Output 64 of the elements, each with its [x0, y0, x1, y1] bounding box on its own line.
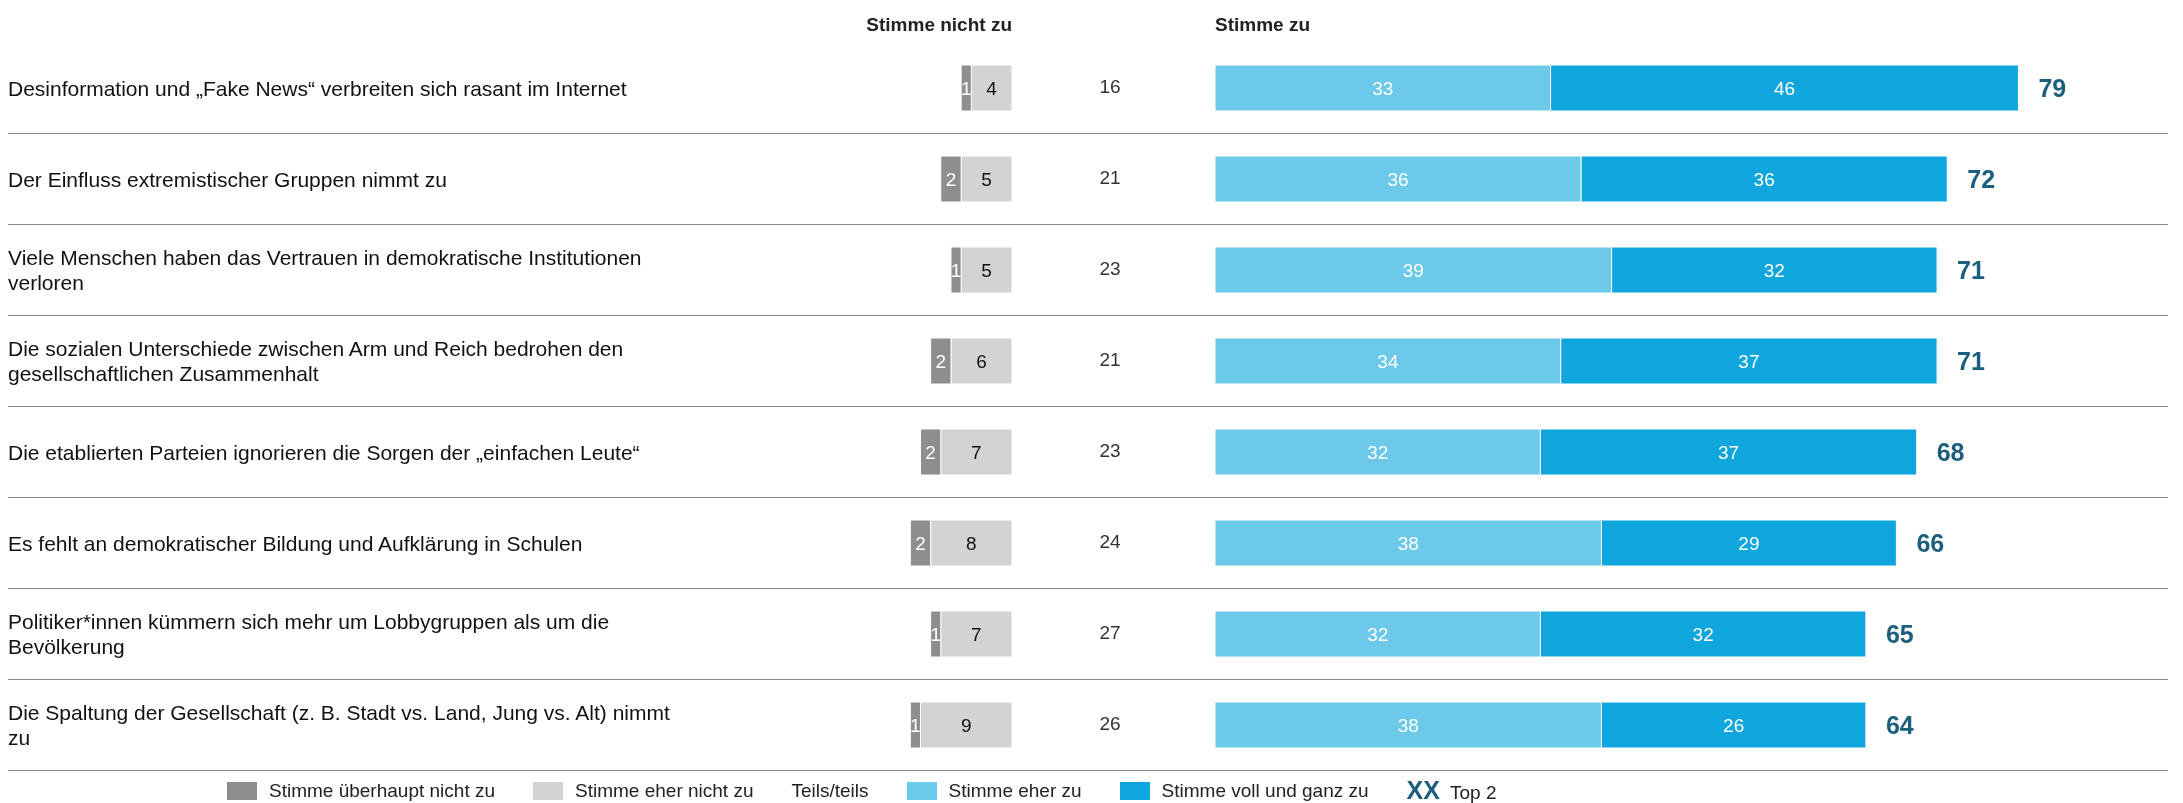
total-label: 68: [1936, 438, 1965, 466]
data-label: 1: [960, 77, 972, 99]
total-label: 71: [1957, 256, 1985, 284]
legend-label: Stimme eher nicht zu: [575, 779, 754, 802]
legend-label: Stimme eher zu: [948, 779, 1082, 802]
data-label: 38: [1397, 714, 1419, 736]
data-label: 32: [1367, 441, 1389, 463]
data-label: 6: [976, 350, 987, 372]
data-label: 8: [966, 532, 977, 554]
y-tick-label: Politiker*innen kümmern sich mehr um Lobbygruppen als um die Bevölkerung: [8, 609, 610, 658]
data-label: 24: [1098, 530, 1122, 553]
data-label: 9: [960, 714, 972, 736]
data-label: 5: [981, 168, 992, 190]
text: Stimme nicht zu: [866, 14, 1012, 36]
data-label: 21: [1098, 166, 1122, 189]
data-label: 36: [1387, 168, 1409, 190]
data-label: 26: [1098, 712, 1122, 735]
data-label: 33: [1372, 77, 1394, 99]
data-label: 23: [1098, 439, 1122, 462]
legend-label: Stimme überhaupt nicht zu: [269, 779, 496, 802]
data-label: 37: [1718, 441, 1740, 463]
data-label: 26: [1723, 714, 1745, 736]
text: Teils/teils: [791, 779, 869, 802]
data-label: 7: [971, 441, 982, 463]
data-label: 16: [1098, 75, 1122, 98]
data-label: 7: [971, 623, 982, 645]
data-label: 46: [1773, 77, 1796, 99]
data-label: 2: [935, 350, 947, 372]
data-label: 38: [1397, 532, 1419, 554]
data-label: 36: [1753, 168, 1775, 190]
data-label: 1: [930, 623, 942, 645]
data-label: 27: [1098, 621, 1122, 644]
y-tick-label: Die Spaltung der Gesellschaft (z. B. Stadt vs. Land, Jung vs. Alt) nimmt zu: [8, 700, 670, 749]
data-label: 2: [915, 532, 926, 554]
y-tick-label: Viele Menschen haben das Vertrauen in demokratische Institutionen verloren: [8, 245, 642, 294]
y-tick-label: Desinformation und „Fake News“ verbreiten sich rasant im Internet: [8, 76, 627, 99]
data-label: 29: [1738, 532, 1760, 554]
data-label: 5: [981, 259, 992, 281]
data-label: 37: [1738, 350, 1760, 372]
data-label: 2: [925, 441, 936, 463]
y-tick-label: Die etablierten Parteien ignorieren die Sorgen der „einfachen Leute“: [8, 440, 640, 463]
y-tick-label: Es fehlt an demokratischer Bildung und Aufklärung in Schulen: [8, 531, 583, 554]
total-label: 65: [1885, 620, 1914, 648]
y-tick-label: Die sozialen Unterschiede zwischen Arm und Reich bedrohen den gesellschaftlichen Zusammenhalt: [8, 336, 624, 385]
data-label: 1: [910, 714, 921, 736]
data-label: 23: [1098, 257, 1122, 280]
data-label: 1: [950, 259, 962, 281]
data-label: 32: [1692, 623, 1714, 645]
legend-label: Stimme voll und ganz zu: [1161, 779, 1369, 802]
data-label: 32: [1763, 259, 1785, 281]
data-label: 34: [1377, 350, 1399, 372]
data-label: 39: [1402, 259, 1424, 281]
total-label: 79: [2038, 74, 2067, 102]
data-label: 4: [986, 77, 998, 99]
text: XX Top 2: [1406, 776, 1497, 803]
total-label: 64: [1885, 711, 1914, 739]
data-label: 32: [1367, 623, 1389, 645]
total-label: 72: [1967, 165, 1996, 193]
data-label: 21: [1098, 348, 1122, 371]
data-label: 2: [945, 168, 957, 190]
y-tick-label: Der Einfluss extremistischer Gruppen nimmt zu: [8, 167, 447, 190]
text: Stimme zu: [1215, 14, 1311, 36]
total-label: 66: [1916, 529, 1945, 557]
total-label: 71: [1957, 347, 1985, 375]
